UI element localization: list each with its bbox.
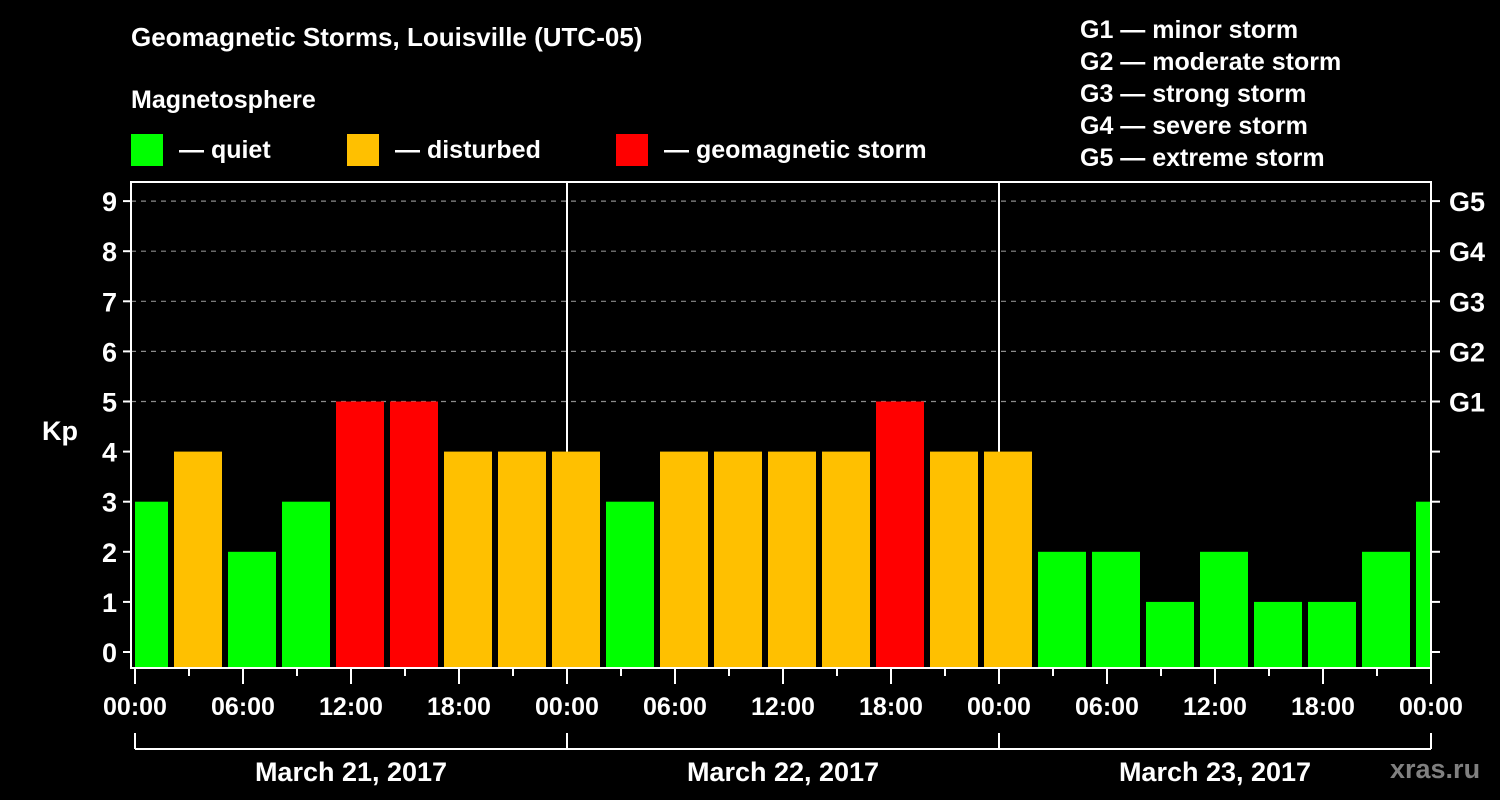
- g-level-label: G5: [1449, 187, 1485, 217]
- kp-bar: [1416, 501, 1431, 667]
- legend-quiet: — quiet: [131, 134, 271, 166]
- x-tick-label: 12:00: [751, 693, 815, 721]
- g-scale-legend: G1 — minor storm G2 — moderate storm G3 …: [1080, 14, 1341, 174]
- kp-bar: [606, 501, 654, 667]
- kp-bar: [228, 551, 276, 667]
- g-scale-item: G3 — strong storm: [1080, 80, 1307, 108]
- g-level-label: G1: [1449, 388, 1485, 418]
- y-tick-label: 3: [102, 488, 117, 518]
- g-level-label: G4: [1449, 237, 1485, 267]
- legend-storm-label: — geomagnetic storm: [664, 135, 927, 164]
- g-level-label: G2: [1449, 337, 1485, 367]
- disturbed-swatch: [347, 134, 379, 166]
- legend-storm: — geomagnetic storm: [616, 134, 927, 166]
- x-tick-label: 18:00: [1291, 693, 1355, 721]
- quiet-swatch: [131, 134, 163, 166]
- kp-bar: [768, 451, 816, 667]
- storm-swatch: [616, 134, 648, 166]
- watermark: xras.ru: [1390, 754, 1481, 784]
- kp-bar: [876, 401, 924, 667]
- legend-disturbed: — disturbed: [347, 134, 541, 166]
- kp-bar: [336, 401, 384, 667]
- kp-bar: [444, 451, 492, 667]
- kp-bar: [714, 451, 762, 667]
- kp-bar: [1254, 601, 1302, 667]
- y-tick-label: 9: [102, 187, 117, 217]
- x-tick-label: 06:00: [211, 693, 275, 721]
- kp-bar: [135, 501, 168, 667]
- y-tick-label: 7: [102, 287, 117, 317]
- x-tick-label: 18:00: [427, 693, 491, 721]
- kp-bar: [930, 451, 978, 667]
- g-scale-item: G5 — extreme storm: [1080, 144, 1325, 172]
- g-scale-item: G2 — moderate storm: [1080, 48, 1342, 76]
- y-tick-label: 8: [102, 237, 117, 267]
- g-scale-item: G1 — minor storm: [1080, 16, 1299, 44]
- kp-bar: [1038, 551, 1086, 667]
- plot-frame: [130, 181, 1432, 669]
- x-tick-label: 12:00: [1183, 693, 1247, 721]
- y-tick-label: 2: [102, 538, 117, 568]
- date-label: March 23, 2017: [1119, 757, 1311, 787]
- y-tick-label: 5: [102, 388, 117, 418]
- g-scale-item: G4 — severe storm: [1080, 112, 1308, 140]
- y-tick-label: 1: [102, 588, 117, 618]
- kp-bar: [1308, 601, 1356, 667]
- x-tick-label: 00:00: [535, 693, 599, 721]
- x-tick-label: 12:00: [319, 693, 383, 721]
- kp-bar: [984, 451, 1032, 667]
- x-tick-label: 00:00: [103, 693, 167, 721]
- kp-bar: [660, 451, 708, 667]
- x-tick-label: 00:00: [967, 693, 1031, 721]
- legend-quiet-label: — quiet: [179, 135, 271, 164]
- kp-bar: [1200, 551, 1248, 667]
- kp-bar: [390, 401, 438, 667]
- date-label: March 22, 2017: [687, 757, 879, 787]
- legend-heading: Magnetosphere: [131, 86, 316, 114]
- g-level-label: G3: [1449, 287, 1485, 317]
- kp-bar: [498, 451, 546, 667]
- bars: [135, 401, 1431, 667]
- y-tick-label: 4: [102, 438, 117, 468]
- x-tick-label: 06:00: [1075, 693, 1139, 721]
- x-tick-label: 00:00: [1399, 693, 1463, 721]
- x-tick-label: 06:00: [643, 693, 707, 721]
- y-axis-label: Kp: [42, 416, 78, 446]
- legend-disturbed-label: — disturbed: [395, 135, 541, 164]
- kp-bar: [1362, 551, 1410, 667]
- kp-bar: [174, 451, 222, 667]
- date-label: March 21, 2017: [255, 757, 447, 787]
- kp-bar: [552, 451, 600, 667]
- grid-lines: [131, 182, 1431, 668]
- kp-bar: [1146, 601, 1194, 667]
- chart-title: Geomagnetic Storms, Louisville (UTC-05): [131, 22, 643, 52]
- kp-bar: [282, 501, 330, 667]
- axes: 0 1 2 3 4 5 6 7 8 9 G1 G2 G3 G4 G5 Kp 00:00 06:00 12:00 18:…: [42, 181, 1485, 787]
- kp-bar: [822, 451, 870, 667]
- y-tick-label: 6: [102, 337, 117, 367]
- kp-bar: [1092, 551, 1140, 667]
- y-tick-label: 0: [102, 638, 117, 668]
- x-tick-label: 18:00: [859, 693, 923, 721]
